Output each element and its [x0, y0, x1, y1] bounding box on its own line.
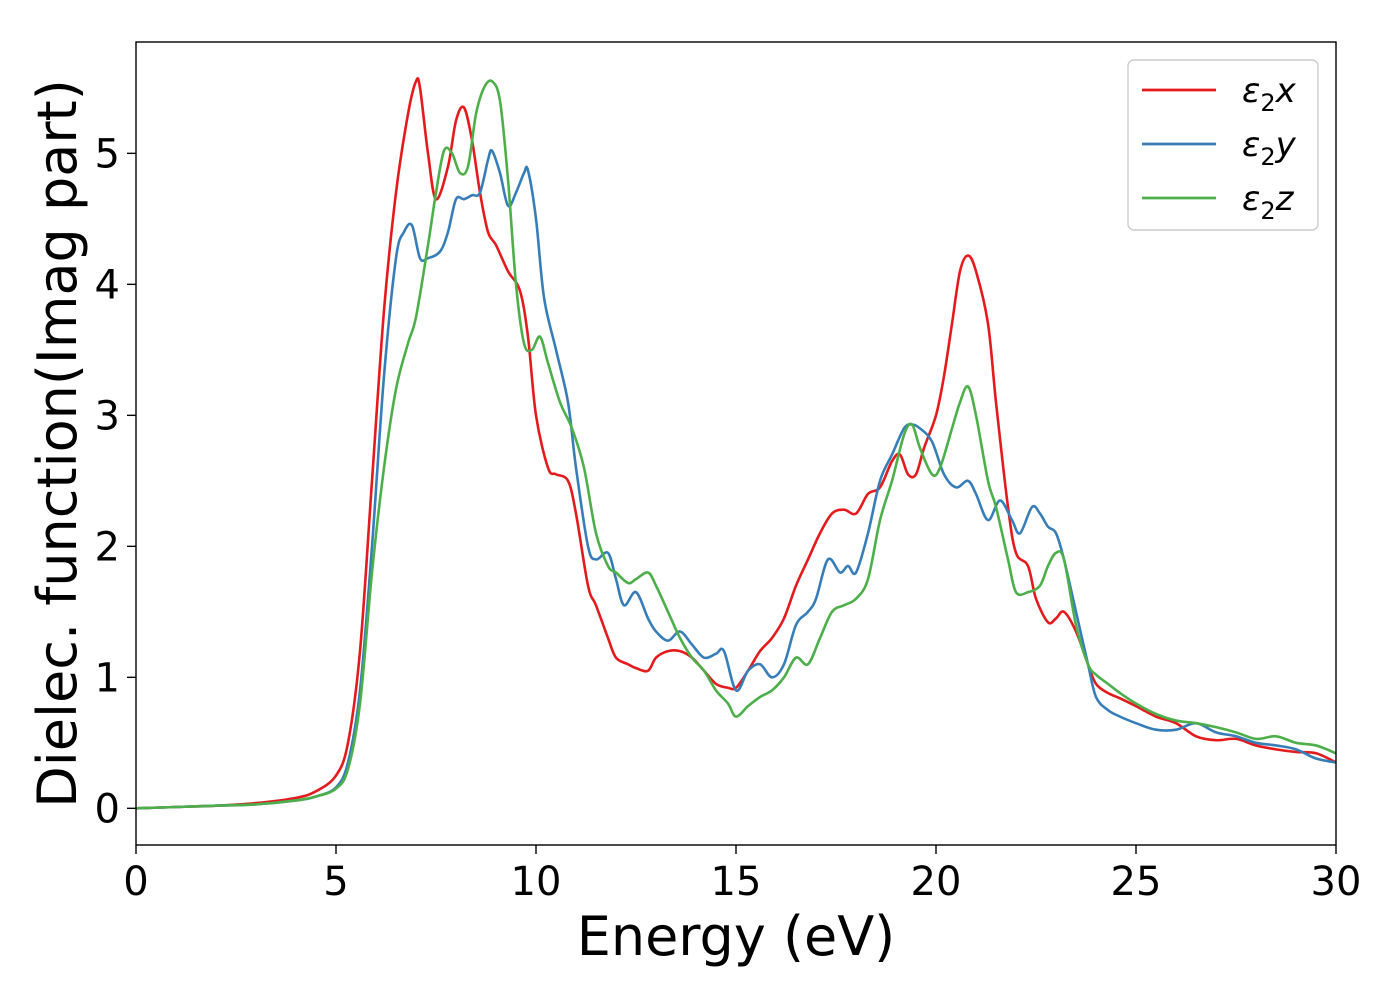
y-tick-label: 4: [95, 262, 120, 308]
series-line-x: [136, 76, 1336, 810]
series-line-z: [136, 79, 1336, 810]
x-tick-label: 20: [911, 859, 962, 905]
y-axis: 0 1 2 3 4 5: [95, 131, 136, 832]
series-layer: [136, 76, 1336, 810]
legend-box: [1127, 59, 1319, 231]
x-tick-label: 15: [711, 859, 762, 905]
y-tick-label: 0: [95, 786, 120, 832]
legend-label-x: ε2x: [1242, 71, 1297, 117]
legend: ε2x ε2y ε2z: [1127, 59, 1319, 231]
y-axis-title: Dielec. function(Imag part): [26, 79, 89, 808]
y-tick-label: 1: [95, 655, 120, 701]
x-tick-label: 25: [1111, 859, 1162, 905]
x-axis-title: Energy (eV): [577, 905, 896, 968]
legend-label-y: ε2y: [1242, 125, 1297, 171]
legend-label-z: ε2z: [1242, 179, 1295, 225]
x-tick-label: 30: [1311, 859, 1362, 905]
x-tick-label: 10: [511, 859, 562, 905]
y-tick-label: 3: [95, 393, 120, 439]
x-tick-label: 5: [323, 859, 348, 905]
y-tick-label: 5: [95, 131, 120, 177]
y-tick-label: 2: [95, 524, 120, 570]
x-tick-label: 0: [123, 859, 148, 905]
x-axis: 0 5 10 15 20 25 30: [123, 845, 1361, 905]
